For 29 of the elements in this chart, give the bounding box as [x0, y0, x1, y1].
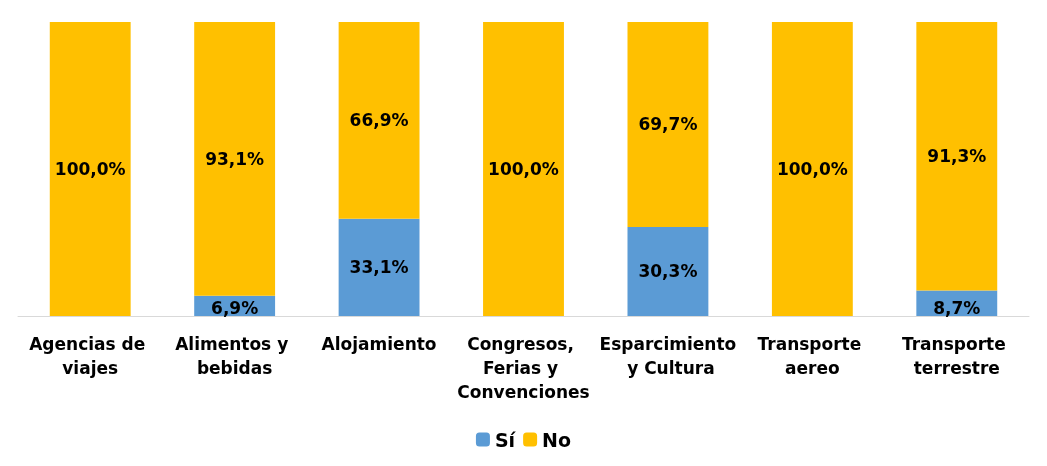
bar	[338, 22, 420, 219]
bar	[771, 22, 853, 316]
data-label: 100,0%	[776, 159, 848, 179]
legend-label: Sí	[494, 428, 517, 451]
bar	[483, 22, 564, 316]
x-tick-label: Transporte terrestre	[901, 334, 1012, 378]
data-label: 69,7%	[638, 114, 698, 135]
bar	[338, 218, 420, 316]
legend-label: No	[542, 428, 572, 451]
x-tick-label: Congresos, Ferias y Convenciones	[457, 334, 590, 402]
bar	[627, 226, 709, 316]
x-tick-label: Transporte aereo	[757, 334, 868, 378]
data-label: 30,3%	[638, 261, 698, 282]
x-tick-label: Alimentos y bebidas	[175, 334, 295, 378]
data-label: 100,0%	[54, 159, 126, 179]
data-label: 66,9%	[349, 110, 409, 131]
data-label: 8,7%	[933, 297, 981, 318]
x-tick-label: Esparcimiento y Cultura	[599, 334, 737, 378]
data-label: 93,1%	[205, 148, 265, 169]
data-label: 91,3%	[927, 146, 987, 167]
bar	[627, 22, 709, 227]
x-tick-label: Alojamiento	[321, 334, 437, 354]
data-label: 100,0%	[488, 159, 559, 179]
data-label: 33,1%	[349, 257, 409, 278]
data-label: 6,9%	[211, 297, 259, 318]
bar	[49, 22, 131, 316]
bar	[916, 22, 998, 291]
bar	[194, 22, 276, 296]
x-tick-label: Agencias de viajes	[29, 334, 152, 378]
